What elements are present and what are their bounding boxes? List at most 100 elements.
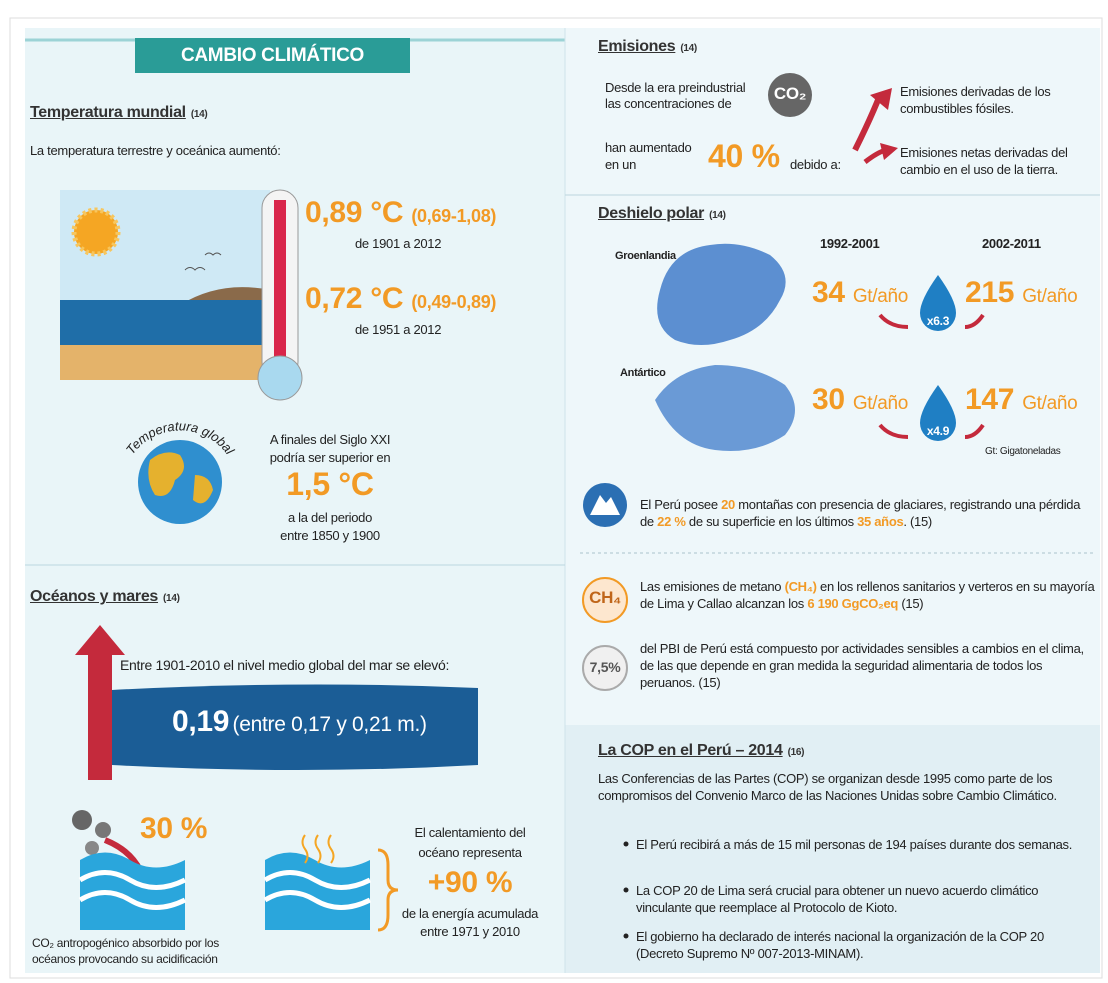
emission-text: Desde la era preindustrial (605, 80, 746, 95)
highlight: 20 (721, 497, 735, 512)
bullet (623, 841, 629, 847)
sun (71, 207, 121, 257)
intro: La temperatura terrestre y oceánica aume… (30, 143, 281, 158)
continents (148, 452, 213, 504)
warming-value: +90 % (427, 866, 513, 899)
co2-caption: CO₂ antropogénico absorbido por los (32, 936, 219, 950)
heading-text: Océanos y mares (30, 588, 159, 605)
sea-range: (entre 0,17 y 0,21 m.) (232, 713, 427, 736)
co2-bubble (72, 810, 92, 830)
melt-value: 30 (812, 383, 845, 416)
factor: x6.3 (926, 314, 950, 328)
region-name: Groenlandia (615, 250, 676, 262)
reading: 0,89 °C (0,69-1,08) (305, 196, 496, 230)
heading-text: Deshielo polar (598, 205, 705, 222)
factor: x4.9 (926, 424, 950, 438)
co2-icon-label: CO₂ (773, 84, 807, 103)
period-label: 1992-2001 (820, 236, 880, 251)
reading-range: (0,69-1,08) (411, 206, 497, 226)
highlight: (CH₄) (784, 579, 817, 594)
melt-before: 30 Gt/año (812, 383, 908, 417)
section-heading: Emisiones (14) (598, 38, 697, 56)
co2-icon (768, 73, 812, 117)
co2-value: 30 % (140, 812, 208, 845)
heat-lines (301, 834, 335, 864)
cause: Emisiones derivadas de los (900, 84, 1051, 99)
unit: Gt/año (1022, 286, 1078, 307)
cop-bullet: El Perú recibirá a más de 15 mil persona… (636, 837, 1073, 852)
region-name: Antártico (620, 367, 666, 379)
reference: (14) (190, 109, 208, 120)
co2-bubble (95, 822, 111, 838)
rise-arrow (75, 625, 125, 780)
factor-arrows (878, 313, 985, 329)
left-panel (25, 28, 565, 973)
section-heading: Océanos y mares (14) (30, 588, 180, 606)
melt-value: 147 (965, 383, 1015, 416)
period: de 1951 a 2012 (355, 322, 442, 337)
greenland (657, 243, 786, 345)
highlight: 6 190 GgCO₂eq (807, 596, 899, 611)
reference: (16) (787, 747, 805, 758)
projection-line: A finales del Siglo XXI (269, 432, 391, 447)
cop-intro: Las Conferencias de las Partes (COP) se … (598, 771, 1057, 803)
co2-caption: océanos provocando su acidificación (32, 952, 218, 966)
warming-line: océano representa (418, 845, 522, 860)
section-heading: Temperatura mundial (14) (30, 104, 208, 122)
melt-before: 34 Gt/año (812, 276, 908, 310)
text: Las emisiones de metano (640, 579, 785, 594)
cause: combustibles fósiles. (900, 101, 1014, 116)
text: El Perú posee (640, 497, 722, 512)
sand (60, 345, 270, 380)
cop-bullet: La COP 20 de Lima será crucial para obte… (636, 883, 1039, 915)
text: de su superficie en los últimos (685, 514, 858, 529)
sea-band (112, 684, 478, 770)
title: CAMBIO CLIMÁTICO (180, 45, 365, 66)
reference: (14) (709, 210, 726, 221)
text: montañas con presencia de glaciares, reg… (640, 497, 1081, 529)
reference: (14) (163, 593, 180, 604)
reading-range: (0,49-0,89) (411, 292, 497, 312)
glacier-fact: El Perú posee 20 montañas con presencia … (640, 496, 1095, 530)
text: . (15) (903, 514, 932, 529)
arrowhead (870, 88, 892, 110)
sea-value: 0,19 (172, 705, 230, 738)
melt-after: 147 Gt/año (965, 383, 1078, 417)
birds (184, 252, 222, 271)
cause: cambio en el uso de la tierra. (900, 162, 1058, 177)
cause: Emisiones netas derivadas del (900, 145, 1068, 160)
highlight: 35 años (857, 514, 904, 529)
thermometer-bulb (257, 355, 303, 401)
warming-line: entre 1971 y 2010 (420, 924, 520, 939)
reading: 0,72 °C (0,49-0,89) (305, 282, 496, 316)
unit: Gt/año (1022, 393, 1078, 414)
emission-text: han aumentado (605, 140, 692, 155)
methane-fact: Las emisiones de metano (CH₄) en los rel… (640, 578, 1095, 612)
mountain (590, 495, 620, 515)
unit: Gt/año (852, 393, 909, 414)
period-label: 2002-2011 (982, 236, 1041, 251)
heading-text: Temperatura mundial (30, 104, 186, 121)
text: (15) (898, 596, 924, 611)
cop-bullet: El gobierno ha declarado de interés naci… (636, 929, 1044, 961)
drop (920, 385, 956, 441)
melt-value: 34 (812, 276, 845, 309)
reference: (14) (680, 43, 697, 54)
methane-icon-label: CH₄ (589, 588, 621, 607)
bullet (623, 933, 629, 939)
sea-level: 0,19 (entre 0,17 y 0,21 m.) (172, 705, 427, 739)
drop (920, 275, 956, 331)
projection-line: entre 1850 y 1900 (280, 528, 380, 543)
projection-line: a la del periodo (287, 510, 373, 525)
melt-after: 215 Gt/año (965, 276, 1078, 310)
co2-bubble (85, 841, 99, 855)
warming-line: El calentamiento del (414, 825, 526, 840)
reading-value: 0,72 °C (305, 282, 404, 315)
cop-panel (565, 725, 1100, 973)
melt-value: 215 (965, 276, 1015, 309)
methane-icon (582, 577, 628, 623)
projection-value: 1,5 °C (286, 466, 374, 502)
sea-level-text: Entre 1901-2010 el nivel medio global de… (120, 657, 450, 673)
